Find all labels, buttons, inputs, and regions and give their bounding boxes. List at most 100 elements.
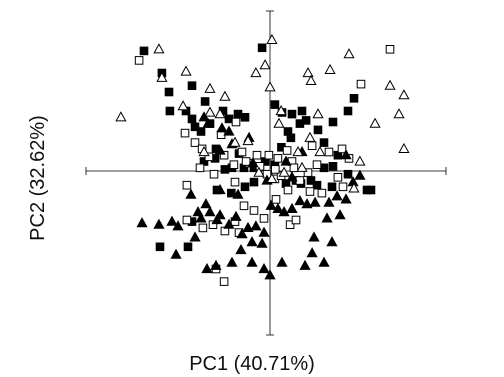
open-square-point — [312, 160, 322, 169]
open-triangle-point — [292, 145, 304, 157]
filled-square-point — [240, 113, 250, 122]
open-square-point — [264, 150, 274, 160]
x-axis-title: PC1 (40.71%) — [189, 353, 315, 375]
filled-triangle-point — [170, 248, 182, 259]
open-triangle-point — [180, 65, 192, 76]
filled-square-point — [155, 242, 165, 252]
open-square-point — [305, 187, 315, 196]
filled-triangle-point — [340, 193, 352, 204]
open-triangle-point — [259, 59, 271, 70]
open-triangle-point — [314, 145, 326, 157]
open-triangle-point — [273, 117, 285, 128]
open-square-point — [209, 169, 219, 179]
filled-triangle-point — [216, 122, 228, 133]
filled-square-point — [343, 169, 353, 179]
filled-triangle-point — [256, 237, 268, 248]
open-triangle-point — [115, 111, 127, 122]
filled-triangle-point — [214, 183, 226, 195]
open-triangle-point — [204, 106, 216, 117]
open-triangle-point — [250, 66, 262, 78]
open-triangle-point — [198, 145, 210, 157]
filled-square-point — [297, 106, 307, 116]
filled-square-point — [187, 114, 197, 124]
open-square-point — [219, 277, 229, 286]
open-triangle-point — [304, 131, 316, 142]
filled-triangle-point — [185, 188, 197, 199]
filled-square-point — [366, 185, 376, 195]
open-triangle-point — [153, 43, 165, 54]
filled-triangle-point — [214, 144, 226, 155]
filled-square-point — [220, 165, 230, 174]
filled-triangle-point — [223, 218, 235, 229]
filled-triangle-point — [250, 220, 262, 231]
filled-triangle-point — [246, 236, 258, 247]
filled-square-point — [227, 188, 236, 198]
open-square-point — [271, 195, 281, 204]
filled-triangle-point — [286, 171, 298, 182]
open-square-point — [282, 146, 292, 155]
filled-square-point — [343, 106, 353, 116]
filled-square-point — [295, 119, 305, 128]
filled-triangle-point — [136, 217, 148, 228]
filled-triangle-point — [236, 228, 248, 239]
open-triangle-point — [398, 89, 410, 100]
filled-triangle-point — [235, 243, 247, 255]
filled-square-point — [249, 177, 259, 187]
filled-square-point — [190, 122, 200, 132]
open-square-point — [198, 223, 208, 233]
open-triangle-point — [278, 166, 290, 177]
filled-triangle-point — [232, 188, 244, 199]
filled-square-point — [224, 114, 234, 124]
filled-square-point — [328, 162, 338, 171]
open-square-point — [237, 147, 247, 157]
open-square-point — [324, 147, 334, 157]
open-square-point — [307, 141, 317, 150]
filled-square-point — [349, 94, 359, 103]
open-square-point — [219, 150, 229, 160]
open-square-point — [229, 160, 239, 169]
open-triangle-point — [264, 81, 276, 92]
open-square-point — [303, 168, 313, 177]
open-square-point — [231, 117, 241, 127]
filled-triangle-point — [258, 226, 270, 237]
open-square-point — [182, 215, 192, 225]
filled-triangle-point — [202, 117, 214, 128]
filled-triangle-point — [334, 209, 346, 220]
filled-square-point — [257, 43, 267, 53]
filled-square-point — [200, 97, 210, 106]
open-square-point — [208, 220, 218, 229]
filled-square-point — [164, 87, 174, 97]
open-triangle-point — [354, 155, 366, 166]
filled-triangle-point — [299, 259, 311, 270]
filled-triangle-point — [286, 202, 298, 213]
open-square-point — [195, 163, 205, 173]
filled-triangle-point — [276, 256, 288, 267]
filled-square-point — [165, 106, 175, 116]
open-square-point — [241, 157, 251, 166]
filled-triangle-point — [331, 190, 343, 201]
open-square-point — [291, 215, 301, 225]
filled-square-point — [196, 127, 206, 136]
open-triangle-point — [348, 182, 360, 193]
filled-square-point — [139, 46, 149, 56]
filled-triangle-point — [200, 198, 212, 209]
open-square-point — [356, 79, 366, 89]
open-square-point — [333, 173, 343, 182]
filled-triangle-point — [294, 194, 306, 206]
open-square-point — [239, 201, 249, 211]
open-triangle-point — [275, 104, 287, 116]
filled-triangle-point — [242, 221, 254, 232]
open-square-point — [285, 220, 295, 229]
y-axis-title: PC2 (32.62%) — [27, 115, 49, 241]
filled-triangle-point — [153, 218, 165, 229]
filled-triangle-point — [166, 215, 178, 226]
filled-square-point — [187, 81, 197, 91]
filled-triangle-point — [204, 206, 216, 217]
filled-square-point — [312, 180, 322, 190]
open-triangle-point — [214, 108, 226, 119]
open-triangle-point — [384, 79, 396, 90]
filled-square-point — [319, 163, 329, 173]
open-triangle-point — [302, 66, 314, 78]
filled-square-point — [328, 117, 338, 127]
